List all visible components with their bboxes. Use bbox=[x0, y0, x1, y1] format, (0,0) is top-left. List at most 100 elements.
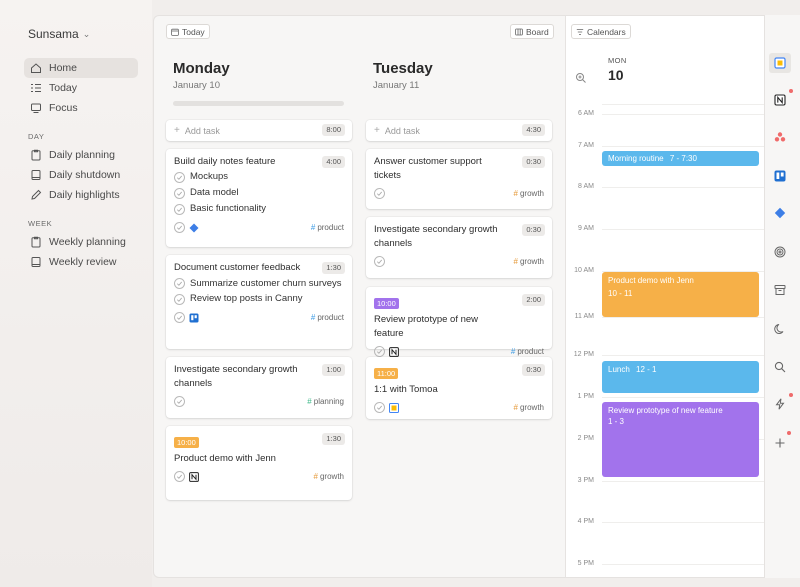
hour-line bbox=[602, 146, 764, 147]
today-button[interactable]: Today bbox=[166, 24, 210, 39]
google-calendar-icon[interactable] bbox=[769, 53, 791, 73]
sidebar-item-label: Daily shutdown bbox=[49, 169, 121, 181]
calendar-event[interactable]: Lunch 12 - 1 bbox=[602, 361, 759, 393]
task-card[interactable]: Investigate secondary growth channels 1:… bbox=[166, 357, 352, 418]
day-progress-bar bbox=[173, 101, 344, 106]
calendar-event[interactable]: Morning routine 7 - 7:30 bbox=[602, 151, 759, 166]
task-card[interactable]: 10:00 1:30 Product demo with Jenn # growt… bbox=[166, 426, 352, 500]
check-circle-icon[interactable] bbox=[174, 203, 185, 215]
pencil-icon bbox=[30, 189, 42, 201]
hour-line bbox=[602, 229, 764, 230]
task-card[interactable]: Document customer feedback 1:30 Summariz… bbox=[166, 255, 352, 349]
sidebar-item-daily-shutdown[interactable]: Daily shutdown bbox=[24, 165, 138, 185]
hash-icon: # bbox=[310, 313, 316, 322]
calendars-button[interactable]: Calendars bbox=[571, 24, 631, 39]
calendar-day-name: MON bbox=[608, 56, 627, 65]
sidebar-item-focus[interactable]: Focus bbox=[24, 98, 138, 118]
sidebar-item-home[interactable]: Home bbox=[24, 58, 138, 78]
calendar-event[interactable]: Product demo with Jenn 10 - 11 bbox=[602, 272, 759, 317]
complete-task-icon[interactable] bbox=[374, 402, 385, 413]
calendar-event[interactable]: Review prototype of new feature 1 - 3 bbox=[602, 402, 759, 477]
hour-line bbox=[602, 397, 764, 398]
workspace-switcher[interactable]: Sunsama ⌄ bbox=[28, 26, 138, 42]
linear-icon[interactable] bbox=[772, 205, 788, 221]
notebook-icon bbox=[30, 169, 42, 181]
task-tag[interactable]: # product bbox=[311, 313, 344, 322]
lightning-icon[interactable] bbox=[772, 396, 788, 412]
integrations-rail bbox=[765, 15, 800, 578]
complete-task-icon[interactable] bbox=[374, 256, 385, 267]
hour-label: 12 PM bbox=[573, 351, 594, 358]
hour-label: 3 PM bbox=[577, 477, 594, 484]
subtask[interactable]: Basic functionality bbox=[174, 201, 344, 217]
tag-label: growth bbox=[519, 257, 544, 266]
tag-label: product bbox=[317, 313, 344, 322]
sidebar-item-weekly-planning[interactable]: Weekly planning bbox=[24, 232, 138, 252]
subtask[interactable]: Review top posts in Canny bbox=[174, 291, 344, 307]
notion-icon[interactable] bbox=[772, 92, 788, 108]
task-card[interactable]: Build daily notes feature 4:00 Mockups D… bbox=[166, 149, 352, 247]
task-card[interactable]: Answer customer support tickets 0:30 # gr… bbox=[366, 149, 552, 209]
hash-icon: # bbox=[513, 403, 518, 412]
notification-dot bbox=[789, 393, 793, 397]
plus-icon[interactable] bbox=[772, 435, 788, 451]
complete-task-icon[interactable] bbox=[174, 471, 185, 482]
sidebar-item-label: Daily planning bbox=[49, 149, 115, 161]
task-tag[interactable]: # growth bbox=[314, 472, 344, 481]
clipboard-icon bbox=[30, 149, 42, 161]
search-icon[interactable] bbox=[772, 359, 788, 375]
check-circle-icon[interactable] bbox=[174, 293, 185, 305]
hour-line bbox=[602, 114, 764, 115]
complete-task-icon[interactable] bbox=[174, 312, 185, 323]
add-task-button[interactable]: + Add task 4:30 bbox=[366, 120, 552, 141]
chevron-down-icon: ⌄ bbox=[82, 28, 91, 39]
board-button[interactable]: Board bbox=[510, 24, 554, 39]
check-circle-icon[interactable] bbox=[174, 171, 185, 183]
hour-line bbox=[602, 355, 764, 356]
event-title: Review prototype of new feature bbox=[608, 406, 723, 415]
task-tag[interactable]: # growth bbox=[514, 189, 544, 198]
filter-icon bbox=[576, 28, 584, 35]
task-tag[interactable]: # growth bbox=[514, 403, 544, 412]
task-time-badge: 4:00 bbox=[322, 156, 345, 168]
task-title: Document customer feedback bbox=[174, 262, 301, 273]
complete-task-icon[interactable] bbox=[174, 396, 185, 407]
archive-icon[interactable] bbox=[772, 282, 788, 298]
check-circle-icon[interactable] bbox=[174, 278, 185, 289]
complete-task-icon[interactable] bbox=[374, 346, 385, 357]
add-task-button[interactable]: + Add task 8:00 bbox=[166, 120, 352, 141]
subtask-label: Summarize customer churn surveys bbox=[190, 278, 342, 289]
tag-label: growth bbox=[519, 403, 544, 412]
focus-icon bbox=[30, 102, 42, 114]
sidebar-item-label: Home bbox=[49, 62, 78, 74]
target-icon[interactable] bbox=[772, 244, 788, 260]
check-circle-icon[interactable] bbox=[174, 187, 185, 199]
hour-label: 6 AM bbox=[578, 110, 594, 117]
complete-task-icon[interactable] bbox=[374, 188, 385, 199]
task-footer: # product bbox=[374, 345, 544, 358]
plus-icon: + bbox=[374, 125, 380, 136]
sidebar-item-daily-highlights[interactable]: Daily highlights bbox=[24, 185, 138, 205]
task-card[interactable]: 10:00 2:00 Review prototype of new featu… bbox=[366, 287, 552, 357]
subtask[interactable]: Data model bbox=[174, 185, 344, 201]
task-tag[interactable]: # product bbox=[311, 223, 344, 232]
task-card[interactable]: Investigate secondary growth channels 0:… bbox=[366, 217, 552, 278]
hour-label: 10 AM bbox=[574, 267, 594, 274]
task-tag[interactable]: # planning bbox=[307, 397, 344, 406]
sidebar-item-weekly-review[interactable]: Weekly review bbox=[24, 252, 138, 272]
task-tag[interactable]: # growth bbox=[514, 257, 544, 266]
task-tag[interactable]: # product bbox=[511, 347, 544, 356]
clipboard-icon bbox=[30, 236, 42, 248]
complete-task-icon[interactable] bbox=[174, 222, 185, 233]
task-time-badge: 0:30 bbox=[522, 156, 545, 168]
asana-icon[interactable] bbox=[772, 129, 788, 145]
moon-icon[interactable] bbox=[772, 321, 788, 337]
task-card[interactable]: 11:00 0:30 1:1 with Tomoa # growth bbox=[366, 357, 552, 419]
sidebar-item-today[interactable]: Today bbox=[24, 78, 138, 98]
zoom-icon[interactable] bbox=[575, 71, 587, 83]
sidebar-item-label: Focus bbox=[49, 102, 78, 114]
subtask[interactable]: Summarize customer churn surveys bbox=[174, 277, 344, 291]
trello-icon[interactable] bbox=[772, 168, 788, 184]
sidebar-item-daily-planning[interactable]: Daily planning bbox=[24, 145, 138, 165]
subtask[interactable]: Mockups bbox=[174, 169, 344, 185]
